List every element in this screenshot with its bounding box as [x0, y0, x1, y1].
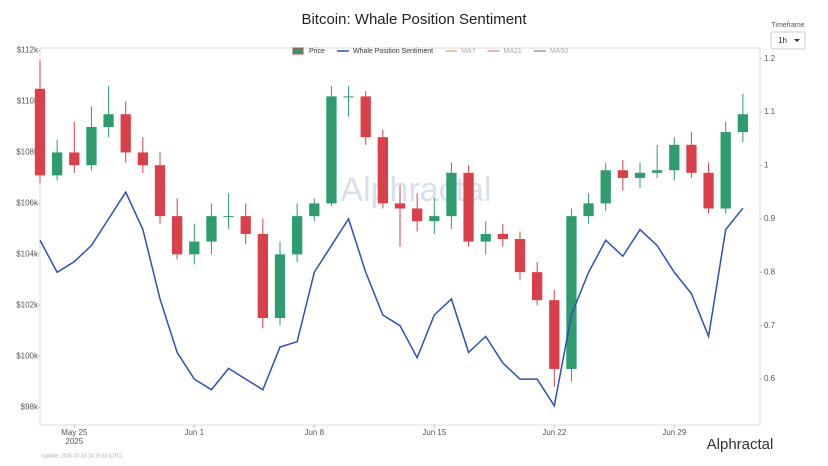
y-tick-label: $104k [16, 249, 39, 258]
legend-label: MA50 [550, 48, 568, 55]
plot-frame [39, 47, 761, 426]
candle-body [172, 216, 183, 255]
candle-body [497, 233, 508, 240]
candle-body [600, 170, 611, 204]
candle-body [463, 172, 474, 242]
candle-body [137, 152, 148, 166]
candle-body [446, 172, 457, 217]
candle-body [120, 114, 131, 153]
candle-body [69, 152, 80, 166]
y-tick-label: $98k [21, 402, 39, 411]
candle-body [52, 152, 63, 176]
timeframe-label: Timeframe [771, 22, 804, 29]
candle-body [703, 172, 714, 209]
candle-body [34, 88, 46, 176]
footer: Update: 2025-07-03 14:15:23 (UTC) [42, 453, 123, 459]
dropdown-value[interactable]: 1h [778, 36, 787, 45]
y-tick-label: $102k [16, 300, 39, 309]
x-tick-label: Jun 1 [184, 428, 204, 437]
candle-body [686, 144, 697, 173]
candle-body [257, 233, 268, 319]
candle-body [583, 203, 594, 217]
x-tick-label: May 25 [61, 428, 88, 437]
candle-body [103, 114, 114, 127]
candle-body [634, 172, 646, 178]
candle-body [154, 165, 166, 217]
x-year-label: 2025 [65, 437, 83, 446]
candle-body [309, 203, 320, 217]
y2-tick-label: 0.7 [764, 321, 776, 330]
candle-body [394, 203, 406, 209]
x-tick-label: Jun 8 [304, 428, 324, 437]
chart-title: Bitcoin: Whale Position Sentiment [301, 11, 527, 28]
candle-body [326, 96, 337, 204]
dropdown-box[interactable] [770, 31, 806, 50]
candle-body [480, 233, 491, 242]
y2-tick-label: 1.1 [764, 107, 776, 116]
candle-body [206, 216, 217, 242]
y2-tick-label: 1 [764, 161, 769, 170]
dropdown-arrow[interactable] [794, 39, 800, 42]
legend-swatch [292, 47, 304, 55]
x-tick-label: Jun 29 [662, 428, 687, 437]
candle-body [669, 144, 680, 171]
candle-body [617, 170, 628, 178]
legend-label: Price [309, 48, 325, 55]
y2-tick-label: 0.9 [764, 214, 776, 223]
x-tick-label: Jun 22 [542, 428, 567, 437]
candle-body [274, 254, 286, 319]
y2-tick-label: 0.6 [764, 374, 776, 383]
candle-body [360, 96, 371, 138]
y2-tick-label: 0.8 [764, 267, 776, 276]
y-tick-label: $106k [16, 198, 39, 207]
candle-body [549, 300, 560, 369]
y2-tick-label: 1.2 [764, 54, 776, 63]
legend-label: MA21 [504, 48, 522, 55]
candle-body [514, 239, 526, 273]
legend-label: MA7 [461, 48, 476, 55]
candle-body [652, 170, 663, 173]
candle-body [189, 241, 200, 255]
candle-body [429, 216, 440, 222]
candle-body [532, 272, 543, 301]
candle-body [223, 216, 234, 218]
candle-body [737, 114, 748, 133]
x-tick-label: Jun 15 [422, 428, 447, 437]
candle-body [86, 126, 97, 166]
candle-body [720, 132, 731, 209]
y-tick-label: $112k [17, 46, 39, 55]
y-tick-label: $100k [16, 351, 39, 360]
candle-body [240, 216, 251, 234]
candle-body [566, 216, 577, 369]
legend-label: Whale Position Sentiment [353, 48, 433, 55]
candle-body [343, 96, 354, 98]
sentiment-line [39, 190, 744, 408]
timeframe-dropdown[interactable]: 1h [770, 31, 806, 50]
candle-body [412, 208, 423, 222]
candle-body [377, 137, 388, 204]
y-tick-label: $110k [17, 97, 39, 106]
logo-text: Alphractal [707, 436, 774, 453]
y-tick-label: $108k [16, 148, 39, 157]
candle-body [292, 216, 303, 255]
